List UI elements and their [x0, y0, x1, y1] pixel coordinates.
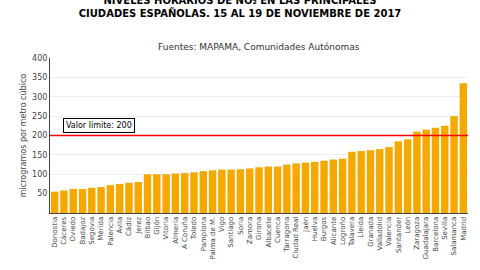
svg-text:Salamanca: Salamanca: [450, 217, 458, 256]
svg-text:100: 100: [32, 170, 47, 179]
svg-text:Barcelona: Barcelona: [432, 217, 440, 252]
svg-text:Jaén: Jaén: [302, 217, 310, 233]
svg-text:Fuentes: MAPAMA, Comunidades A: Fuentes: MAPAMA, Comunidades Autónomas: [158, 42, 360, 52]
svg-text:Santander: Santander: [395, 217, 403, 253]
svg-text:Logroño: Logroño: [339, 217, 347, 245]
svg-text:Cuenca: Cuenca: [274, 217, 282, 243]
svg-text:Talavera: Talavera: [348, 217, 356, 247]
svg-text:NIVELES HORARIOS DE NO₂ EN LAS: NIVELES HORARIOS DE NO₂ EN LAS PRINCIPAL…: [79, 0, 402, 19]
svg-text:Girona: Girona: [255, 217, 263, 240]
svg-text:Palencia: Palencia: [107, 217, 115, 246]
svg-text:Valladolid: Valladolid: [376, 217, 384, 251]
svg-text:Granada: Granada: [367, 217, 375, 247]
svg-text:Cádiz: Cádiz: [125, 216, 133, 236]
svg-text:Burgos: Burgos: [320, 216, 328, 241]
svg-text:200: 200: [32, 131, 47, 140]
svg-text:Valencia: Valencia: [385, 217, 393, 246]
svg-text:350: 350: [32, 73, 47, 82]
svg-text:150: 150: [32, 151, 47, 160]
svg-text:Jerez: Jerez: [135, 216, 143, 234]
svg-text:Huelva: Huelva: [311, 217, 319, 241]
svg-text:Badajoz: Badajoz: [79, 216, 87, 244]
svg-text:Mérida: Mérida: [97, 217, 105, 241]
svg-text:Guadalajara: Guadalajara: [422, 217, 430, 260]
svg-text:Ávila: Ávila: [115, 217, 124, 234]
svg-text:50: 50: [37, 189, 47, 198]
svg-text:Vitoria: Vitoria: [162, 217, 170, 240]
svg-text:300: 300: [32, 93, 47, 102]
svg-text:Tarragona: Tarragona: [283, 217, 291, 253]
svg-text:Almería: Almería: [172, 217, 180, 244]
svg-text:Lleida: Lleida: [357, 217, 365, 238]
svg-text:Soria: Soria: [237, 217, 245, 235]
svg-text:Segovia: Segovia: [88, 217, 96, 245]
svg-text:250: 250: [32, 112, 47, 121]
svg-text:Oviedo: Oviedo: [69, 217, 77, 242]
svg-text:Vigo: Vigo: [218, 217, 226, 232]
svg-text:Gijón: Gijón: [153, 217, 161, 235]
svg-text:Sevilla: Sevilla: [441, 217, 449, 240]
svg-text:Albacete: Albacete: [265, 217, 273, 248]
svg-text:Donostia: Donostia: [51, 217, 59, 248]
svg-text:Cáceres: Cáceres: [60, 216, 68, 244]
svg-text:Santiago: Santiago: [227, 217, 235, 248]
svg-text:León: León: [404, 217, 412, 234]
svg-text:Palma de M.: Palma de M.: [209, 217, 217, 260]
svg-text:Toledo: Toledo: [190, 217, 198, 240]
svg-text:microgramos por metro cúbico: microgramos por metro cúbico: [19, 74, 28, 197]
svg-text:Madrid: Madrid: [460, 217, 468, 241]
svg-text:Valor límite: 200: Valor límite: 200: [66, 121, 132, 130]
svg-text:Pamplona: Pamplona: [200, 217, 208, 251]
svg-text:A Coruña: A Coruña: [181, 217, 189, 249]
svg-text:Bilbao: Bilbao: [144, 217, 152, 239]
svg-text:400: 400: [32, 54, 47, 63]
svg-text:Zaragoza: Zaragoza: [413, 217, 421, 250]
svg-text:Alicante: Alicante: [330, 217, 338, 245]
svg-text:Zamora: Zamora: [246, 217, 254, 244]
svg-text:Ciudad Real: Ciudad Real: [292, 217, 300, 259]
